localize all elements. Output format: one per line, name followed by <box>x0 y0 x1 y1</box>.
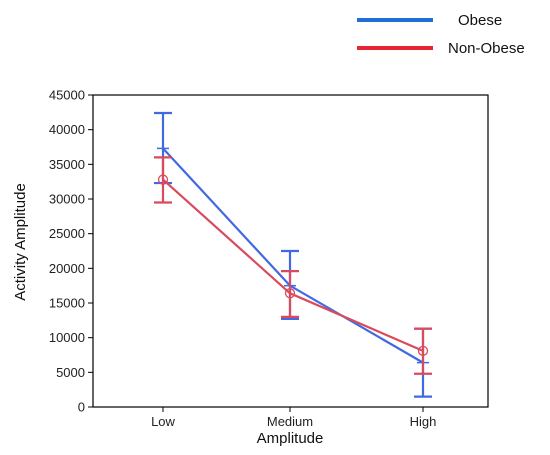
y-tick-label: 45000 <box>49 88 85 103</box>
y-tick-label: 30000 <box>49 192 85 207</box>
x-axis-title: Amplitude <box>257 430 324 447</box>
legend-label: Non-Obese <box>448 40 525 57</box>
series-line <box>162 178 424 352</box>
y-axis: 0 5000 10000 15000 20000 25000 30000 35000 40000… <box>49 88 93 415</box>
legend-item: Obese <box>357 12 502 29</box>
y-tick-label: 15000 <box>49 296 85 311</box>
series-non-obese <box>154 156 432 375</box>
y-axis-title: Activity Amplitude <box>12 183 29 301</box>
legend: Obese Non-Obese <box>357 12 525 57</box>
legend-item: Non-Obese <box>357 40 525 57</box>
data-point <box>157 174 169 185</box>
x-tick-label: Low <box>151 414 175 429</box>
series-obese <box>154 111 432 398</box>
legend-label: Obese <box>458 12 502 29</box>
x-axis: Low Medium High <box>151 407 436 429</box>
data-point <box>284 288 296 299</box>
y-tick-label: 5000 <box>56 365 85 380</box>
series-layer <box>154 111 432 398</box>
y-tick-label: 20000 <box>49 261 85 276</box>
y-tick-label: 25000 <box>49 226 85 241</box>
x-tick-label: High <box>410 414 437 429</box>
x-tick-label: Medium <box>267 414 313 429</box>
y-tick-label: 0 <box>78 400 85 415</box>
y-tick-label: 10000 <box>49 330 85 345</box>
y-tick-label: 40000 <box>49 122 85 137</box>
data-point <box>417 345 429 356</box>
series-line <box>162 147 424 364</box>
y-tick-label: 35000 <box>49 157 85 172</box>
